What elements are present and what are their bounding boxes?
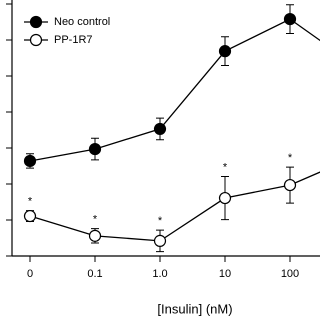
x-axis-label: [Insulin] (nM): [157, 301, 232, 316]
legend-marker: [29, 33, 43, 47]
significance-mark: *: [158, 215, 163, 227]
x-tick-label: 0.1: [87, 268, 102, 280]
significance-mark: *: [28, 196, 33, 208]
series-line: [29, 171, 320, 242]
marker: [153, 122, 167, 136]
marker: [283, 13, 297, 26]
legend-label: Neo control: [54, 16, 110, 28]
legend-marker: [29, 15, 43, 29]
x-tick-label: 10: [219, 268, 231, 280]
significance-mark: *: [223, 161, 228, 173]
marker: [23, 209, 37, 223]
marker: [283, 178, 297, 192]
significance-mark: *: [288, 152, 293, 164]
marker: [88, 142, 102, 156]
series-line: [29, 18, 320, 162]
marker: [153, 234, 167, 247]
marker: [218, 191, 232, 205]
significance-mark: *: [93, 214, 98, 226]
x-tick-label: 0: [27, 268, 33, 280]
x-tick-label: 100: [281, 268, 299, 280]
marker: [23, 154, 37, 168]
legend-label: PP-1R7: [54, 34, 93, 46]
marker: [88, 229, 102, 242]
marker: [218, 45, 232, 58]
x-tick-label: 1.0: [152, 268, 167, 280]
